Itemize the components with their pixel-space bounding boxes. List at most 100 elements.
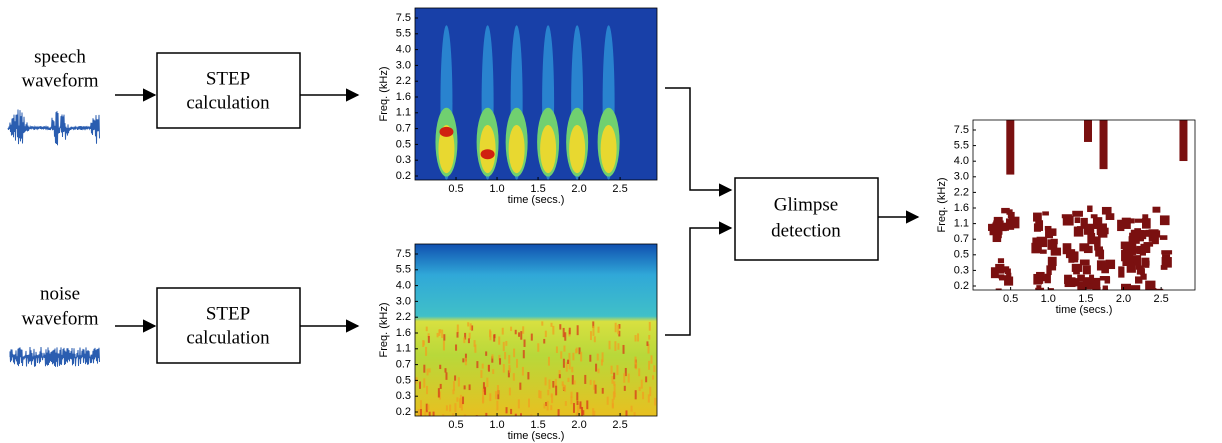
speckle [589,379,592,385]
process-label: calculation [186,92,270,113]
speckle [521,366,524,376]
y-tick-label: 0.7 [954,233,969,245]
glimpse [1152,206,1161,213]
speckle [606,396,609,405]
speckle [544,330,547,338]
speckle [510,326,513,332]
waveform-trace [7,109,100,146]
glimpse [1079,259,1090,266]
y-tick-label: 2.2 [954,186,969,198]
y-tick-label: 1.1 [954,218,969,230]
glimpse [1062,243,1072,255]
glimpse [1145,280,1156,290]
glimpse [1049,263,1057,271]
speckle [545,402,548,407]
speckle [489,329,492,338]
speckle [523,339,526,347]
glimpse [1064,277,1076,288]
speckle [597,326,600,333]
glimpse [1120,283,1132,290]
speckle [586,400,589,410]
y-tick-label: 0.3 [396,390,411,402]
speckle [464,332,467,340]
input-label: waveform [21,308,98,329]
speckle [510,408,513,415]
speckle [595,363,598,372]
speckle [527,398,530,408]
glimpse [1004,268,1011,275]
speckle [425,326,428,332]
speckle [498,354,501,361]
speckle [570,391,573,398]
speckle [642,391,645,400]
speckle [445,405,448,411]
glimpse [1033,212,1042,222]
speckle [493,334,496,342]
y-tick-label: 0.3 [954,264,969,276]
glimpse [1122,244,1133,253]
x-tick-label: 2.0 [571,419,586,431]
speckle [589,331,592,341]
glimpse [1081,289,1087,290]
process-box [156,287,301,364]
glimpse [1074,217,1081,224]
speckle [508,354,511,364]
speckle [554,378,557,388]
speckle [438,329,441,336]
speckle [573,380,576,385]
glimpse [991,223,1003,235]
speckle [623,373,626,383]
speckle [498,336,501,345]
glimpse [1118,266,1125,278]
speckle [481,394,484,404]
speckle [423,364,426,373]
input-label: speech [34,46,86,67]
formant [439,126,454,137]
speckle [444,368,447,373]
speckle [563,345,566,352]
speckle [419,409,422,416]
speckle [637,333,640,342]
speckle [454,375,457,381]
speckle [648,360,651,370]
speckle [457,377,460,387]
glimpse [1135,276,1143,284]
speckle [568,352,571,363]
speckle [547,356,550,366]
glimpse [1139,268,1145,275]
speckle [575,413,578,416]
x-tick-label: 2.5 [1153,293,1168,305]
speech-waveform [7,109,100,146]
speckle [455,344,458,351]
speckle [576,400,579,406]
speckle [570,396,573,405]
speckle [557,409,560,416]
speckle [638,368,641,377]
speckle [614,322,617,333]
y-axis-label: Freq. (kHz) [378,303,390,358]
speckle [624,367,627,377]
speckle [496,385,499,395]
speckle [551,394,554,404]
speckle [427,333,430,338]
y-tick-label: 7.5 [396,248,411,260]
glimpse [1061,214,1072,219]
speckle [647,343,650,354]
speckle [462,396,465,405]
glimpse [1001,207,1010,214]
y-tick-label: 7.5 [396,12,411,24]
speckle [594,384,597,394]
speckle [426,385,429,395]
speckle [593,380,596,390]
glimpse [1161,250,1173,255]
glimpse [1096,223,1107,236]
glimpse [1133,247,1139,253]
speckle [445,372,448,380]
speckle [519,382,522,390]
glimpse [1008,216,1020,229]
speckle [544,377,547,386]
speckle [601,387,604,394]
glimpse [1083,223,1095,235]
speckle [652,375,655,380]
speckle [419,400,422,410]
